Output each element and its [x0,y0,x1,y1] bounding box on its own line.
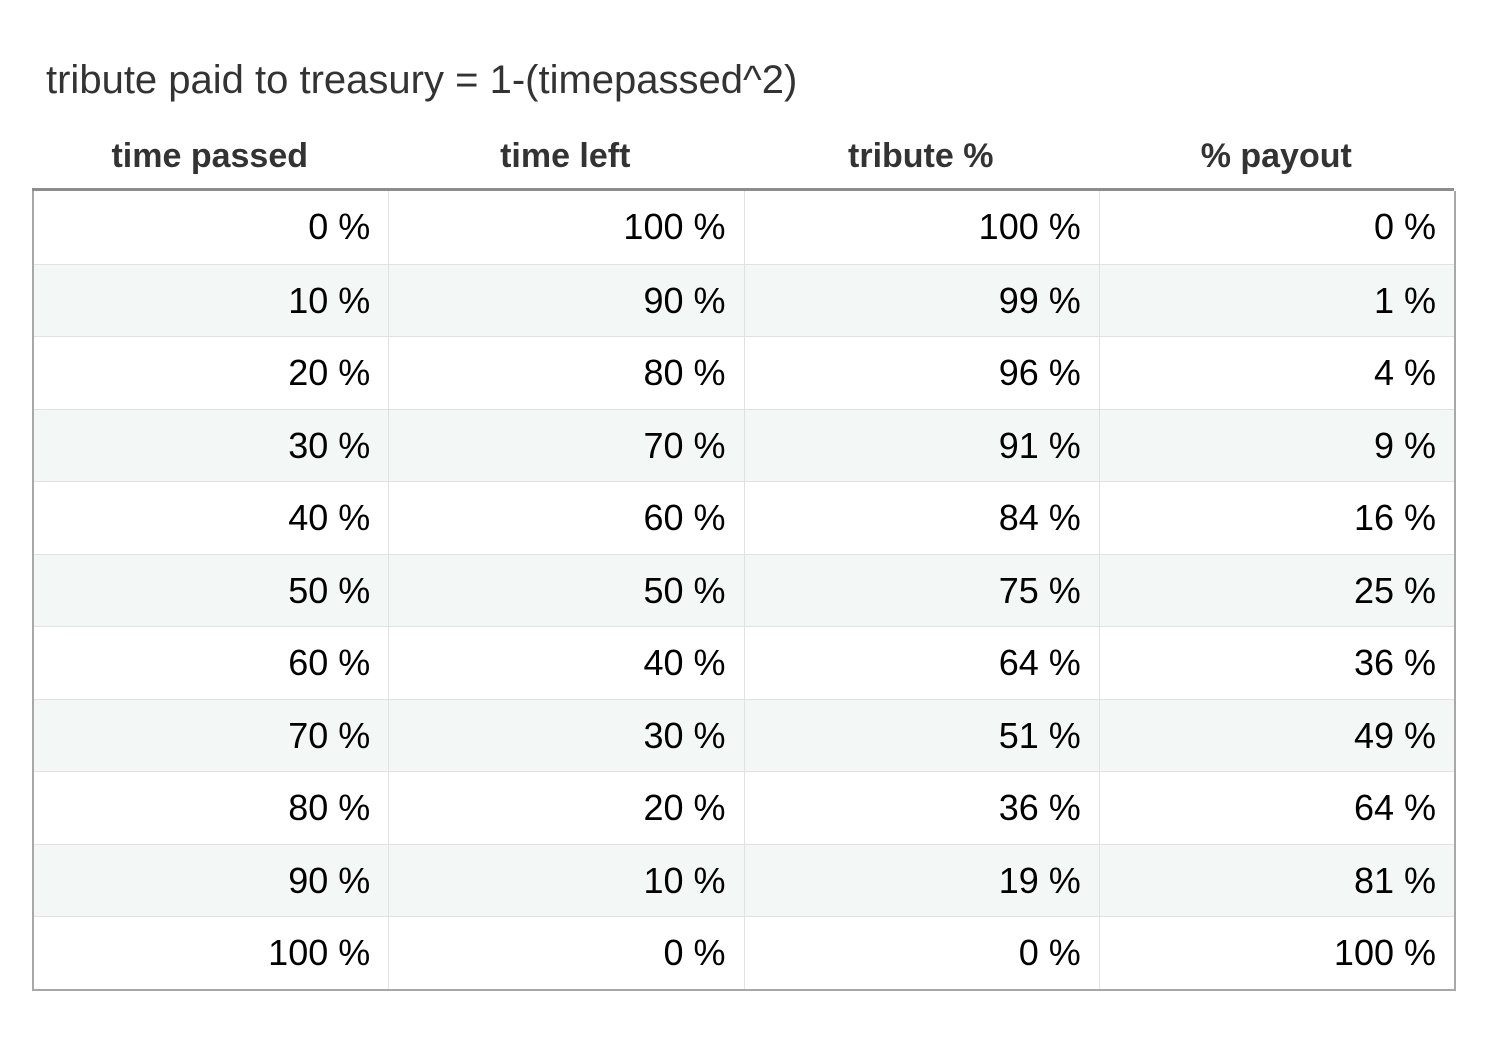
cell-time-left: 30 % [388,699,743,771]
cell-time-passed: 80 % [288,787,371,828]
cell-time-left: 50 % [388,554,743,626]
cell-time-left: 80 % [388,337,743,409]
cell-time-left: 70 % [388,409,743,481]
table-row: 10 % 90 % 99 % 1 % [34,263,1454,336]
cell-time-passed: 50 % [288,569,371,611]
table-row: 80 % 20 % 36 % 64 % [34,771,1454,844]
cell-time-left: 0 % [388,917,743,989]
table-row: 40 % 60 % 84 % 16 % [34,481,1454,554]
cell-time-left: 100 % [388,191,743,264]
table-row: 50 % 50 % 75 % 25 % [34,553,1454,626]
cell-tribute-percent: 84 % [743,482,1099,554]
cell-tribute-percent: 75 % [743,554,1099,626]
cell-payout-percent: 25 % [1098,554,1454,626]
header-divider [32,188,1454,191]
table-row: 0 % 100 % 100 % 0 % [34,191,1454,264]
header-time-left: time left [500,137,631,175]
header-tribute-percent: tribute % [848,137,994,175]
table-row: 20 % 80 % 96 % 4 % [34,336,1454,409]
header-time-passed: time passed [111,137,309,175]
cell-time-passed: 90 % [288,859,371,901]
table-row: 30 % 70 % 91 % 9 % [34,408,1454,481]
cell-tribute-percent: 99 % [743,264,1099,336]
cell-time-passed: 40 % [288,497,371,538]
cell-time-left: 60 % [388,482,743,554]
cell-payout-percent: 36 % [1098,627,1454,699]
cell-payout-percent: 64 % [1098,772,1454,844]
cell-time-passed: 30 % [288,424,371,466]
cell-tribute-percent: 91 % [743,409,1099,481]
cell-payout-percent: 0 % [1098,191,1454,264]
cell-time-left: 40 % [388,627,743,699]
cell-time-passed: 20 % [288,352,371,393]
cell-time-left: 20 % [388,772,743,844]
cell-payout-percent: 49 % [1098,699,1454,771]
cell-payout-percent: 81 % [1098,844,1454,916]
table-title: tribute paid to treasury = 1-(timepassed… [46,58,798,102]
cell-tribute-percent: 0 % [743,917,1099,989]
header-payout-percent: % payout [1200,137,1352,175]
cell-time-passed: 60 % [288,642,371,683]
cell-time-passed: 10 % [288,279,371,321]
table-row: 90 % 10 % 19 % 81 % [34,843,1454,916]
cell-time-passed: 100 % [268,932,371,973]
cell-time-passed: 70 % [288,714,371,756]
cell-time-passed: 0 % [308,206,371,247]
cell-tribute-percent: 64 % [743,627,1099,699]
cell-time-left: 10 % [388,844,743,916]
cell-tribute-percent: 100 % [743,191,1099,264]
cell-payout-percent: 9 % [1098,409,1454,481]
table-row: 60 % 40 % 64 % 36 % [34,626,1454,699]
cell-tribute-percent: 51 % [743,699,1099,771]
table-body: 0 % 100 % 100 % 0 % 10 % 90 % 99 % 1 % 20 % 80 % 9… [32,191,1456,991]
cell-tribute-percent: 19 % [743,844,1099,916]
cell-tribute-percent: 96 % [743,337,1099,409]
cell-payout-percent: 4 % [1098,337,1454,409]
cell-payout-percent: 100 % [1098,917,1454,989]
cell-payout-percent: 16 % [1098,482,1454,554]
cell-time-left: 90 % [388,264,743,336]
cell-tribute-percent: 36 % [743,772,1099,844]
table-row: 100 % 0 % 0 % 100 % [34,916,1454,989]
table-header: time passed time left tribute % % payout [32,124,1454,188]
table-row: 70 % 30 % 51 % 49 % [34,698,1454,771]
cell-payout-percent: 1 % [1098,264,1454,336]
